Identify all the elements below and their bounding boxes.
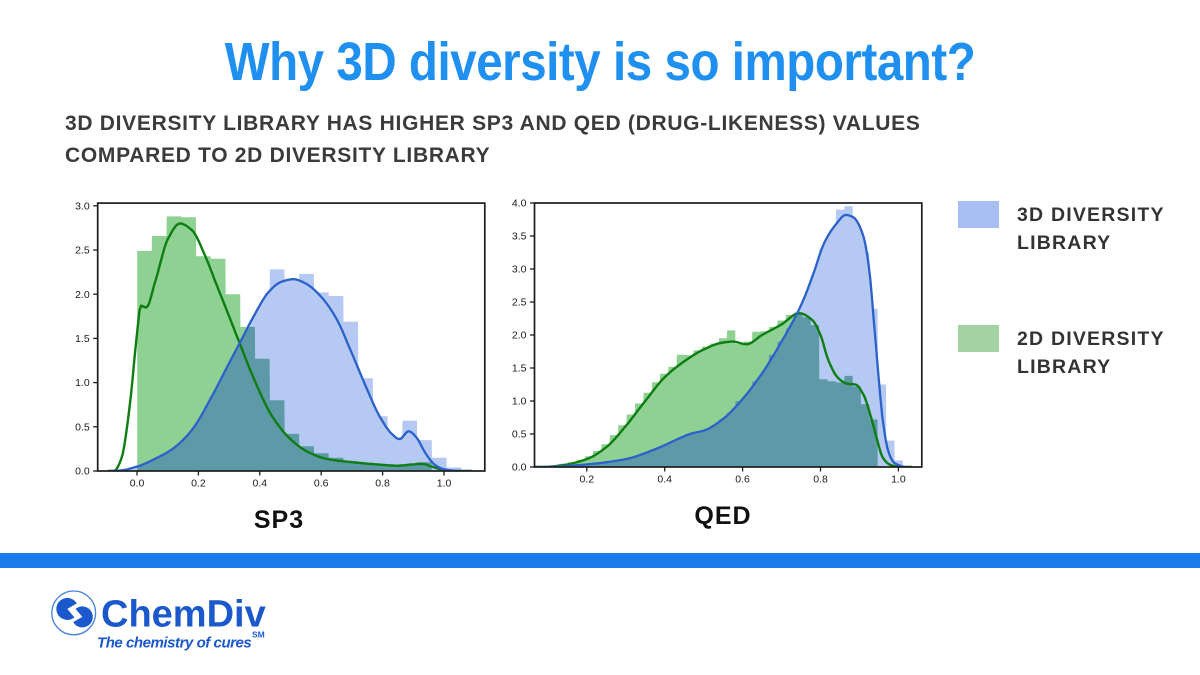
svg-text:0.8: 0.8 bbox=[813, 474, 828, 486]
svg-text:0.2: 0.2 bbox=[579, 474, 594, 486]
svg-text:SM: SM bbox=[252, 630, 265, 640]
svg-text:4.0: 4.0 bbox=[512, 198, 527, 210]
svg-text:0.4: 0.4 bbox=[657, 474, 672, 486]
svg-text:2.0: 2.0 bbox=[75, 289, 90, 301]
svg-text:0.2: 0.2 bbox=[191, 478, 206, 490]
svg-text:0.0: 0.0 bbox=[512, 462, 527, 474]
svg-text:0.0: 0.0 bbox=[130, 478, 145, 490]
svg-text:1.5: 1.5 bbox=[75, 333, 90, 345]
svg-text:1.5: 1.5 bbox=[512, 363, 527, 375]
svg-text:3.5: 3.5 bbox=[512, 231, 527, 243]
svg-text:3.0: 3.0 bbox=[75, 200, 90, 212]
svg-text:0.0: 0.0 bbox=[75, 466, 90, 478]
svg-text:0.8: 0.8 bbox=[375, 478, 390, 490]
svg-text:1.0: 1.0 bbox=[75, 377, 90, 389]
svg-text:2.5: 2.5 bbox=[75, 245, 90, 257]
svg-text:QED: QED bbox=[694, 502, 751, 530]
svg-text:0.5: 0.5 bbox=[75, 421, 90, 433]
svg-text:0.4: 0.4 bbox=[252, 478, 267, 490]
svg-text:1.0: 1.0 bbox=[512, 396, 527, 408]
svg-text:2.5: 2.5 bbox=[512, 297, 527, 309]
svg-text:2.0: 2.0 bbox=[512, 330, 527, 342]
svg-text:0.6: 0.6 bbox=[314, 478, 329, 490]
svg-text:0.5: 0.5 bbox=[512, 429, 527, 441]
svg-text:3.0: 3.0 bbox=[512, 264, 527, 276]
svg-text:0.6: 0.6 bbox=[735, 474, 750, 486]
svg-text:1.0: 1.0 bbox=[891, 474, 906, 486]
svg-text:1.0: 1.0 bbox=[437, 478, 452, 490]
svg-text:The chemistry of cures: The chemistry of cures bbox=[97, 635, 251, 652]
svg-text:ChemDiv: ChemDiv bbox=[101, 594, 266, 636]
svg-text:SP3: SP3 bbox=[254, 506, 304, 534]
